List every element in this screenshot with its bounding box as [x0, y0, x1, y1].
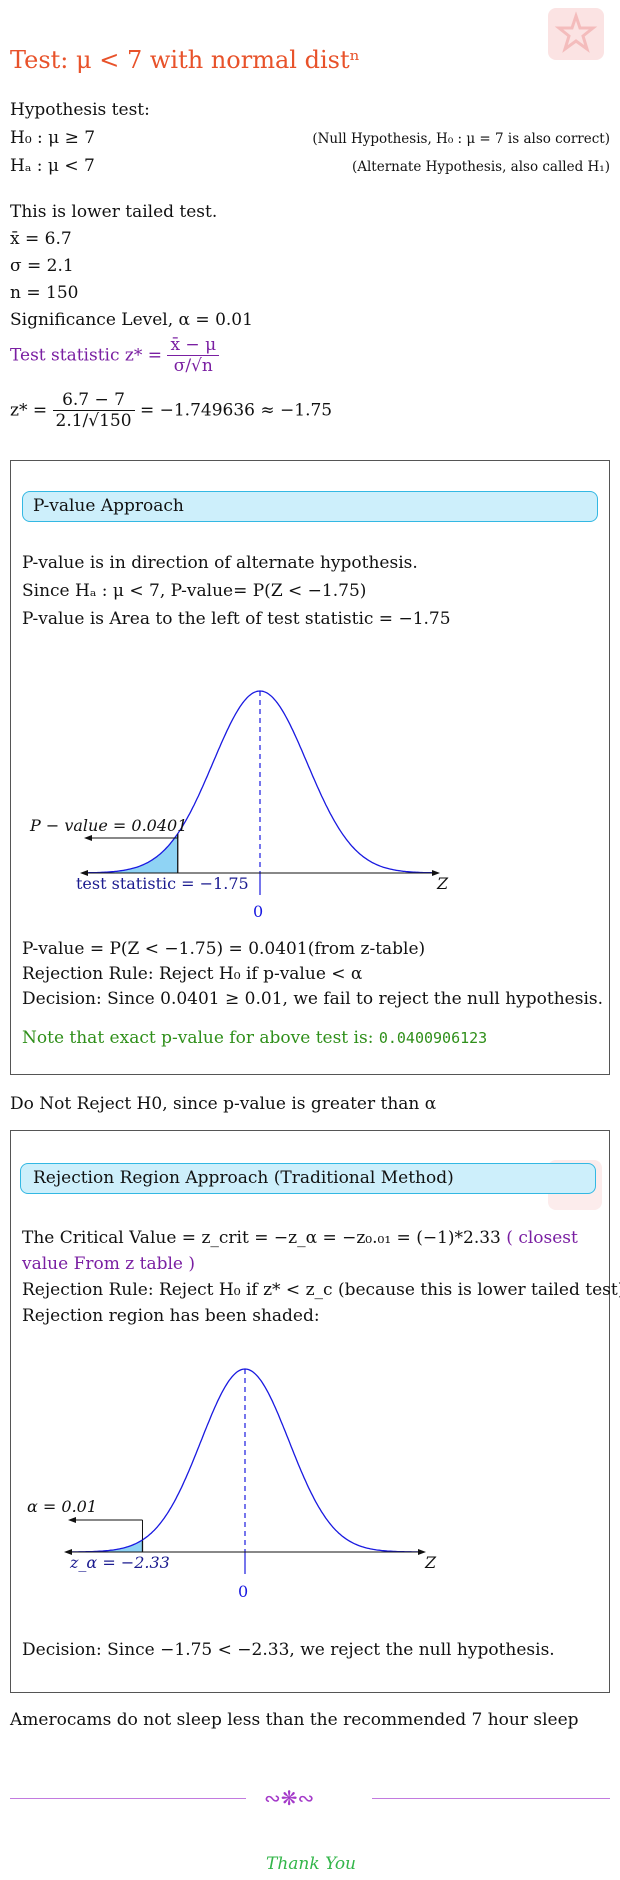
formula-fraction: x̄ − μ σ/√n [167, 335, 220, 376]
page-title: Test: μ < 7 with normal distⁿ [10, 46, 360, 74]
rejection-decision: Decision: Since −1.75 < −2.33, we reject… [22, 1640, 555, 1660]
exact-note-text: Note that exact p-value for above test i… [22, 1028, 374, 1048]
pvalue-shaded-area [88, 833, 178, 873]
rejection-graph-alpha-label: α = 0.01 [27, 1497, 97, 1516]
footer-divider-left [10, 1798, 246, 1799]
rejection-shaded-text: Rejection region has been shaded: [22, 1306, 320, 1326]
calc-rhs: = −1.749636 ≈ −1.75 [139, 400, 333, 421]
calc-fraction: 6.7 − 7 2.1/√150 [52, 390, 135, 431]
pvalue-normal-curve-graph: P − value = 0.0401 test statistic = −1.7… [29, 690, 449, 921]
critical-note-2: value From z table ) [22, 1254, 196, 1274]
pvalue-approach-header: P-value Approach [22, 491, 598, 522]
critical-value-line: The Critical Value = z_crit = −z_α = −z₀… [22, 1228, 578, 1248]
test-statistic-label: Test statistic z* = [10, 345, 163, 366]
sigma-value: σ = 2.1 [10, 256, 74, 276]
pvalue-graph-z-label: Z [436, 874, 449, 893]
xbar-value: x̄ = 6.7 [10, 229, 72, 249]
ha-note: (Alternate Hypothesis, also called H₁) [351, 159, 610, 175]
rejection-region-header: Rejection Region Approach (Traditional M… [20, 1163, 596, 1194]
calc-numerator: 6.7 − 7 [62, 390, 125, 410]
pvalue-approach-box [10, 460, 610, 1075]
tail-text: This is lower tailed test. [10, 202, 218, 222]
pvalue-decision: Decision: Since 0.0401 ≥ 0.01, we fail t… [22, 989, 604, 1009]
rejection-graph-z-alpha-label: z_α = −2.33 [69, 1553, 170, 1572]
pvalue-line-3: P-value is Area to the left of test stat… [22, 609, 451, 629]
pvalue-line-2: Since Hₐ : μ < 7, P-value= P(Z < −1.75) [22, 581, 367, 601]
ha-statement: Hₐ : μ < 7 [10, 156, 95, 176]
hypothesis-heading: Hypothesis test: [10, 100, 150, 120]
rejection-axis-right-arrow-icon [418, 1549, 426, 1555]
rejection-rule: Rejection Rule: Reject H₀ if z* < z_c (b… [22, 1280, 620, 1300]
pvalue-graph-label: P − value = 0.0401 [29, 816, 187, 835]
pvalue-result: P-value = P(Z < −1.75) = 0.0401(from z-t… [22, 939, 426, 959]
pvalue-axis-left-arrow-icon [80, 870, 88, 876]
pvalue-exact-note: Note that exact p-value for above test i… [22, 1028, 487, 1048]
h0-note: (Null Hypothesis, H₀ : μ = 7 is also cor… [312, 131, 610, 147]
critical-note-1: ( closest [506, 1228, 578, 1248]
pvalue-line-1: P-value is in direction of alternate hyp… [22, 553, 418, 573]
rejection-graph-z-label: Z [424, 1553, 437, 1572]
rejection-shaded-area [72, 1539, 143, 1552]
footer-divider-right [372, 1798, 610, 1799]
pvalue-label-arrowhead-icon [84, 835, 92, 841]
exact-pvalue: 0.0400906123 [378, 1029, 488, 1047]
conclusion-pvalue: Do Not Reject H0, since p-value is great… [10, 1094, 437, 1114]
critical-value-text: The Critical Value = z_crit = −z_α = −z₀… [22, 1228, 501, 1248]
alpha-value: Significance Level, α = 0.01 [10, 310, 253, 330]
calc-denominator: 2.1/√150 [52, 410, 135, 431]
rejection-region-box [10, 1130, 610, 1693]
calc-lhs: z* = [10, 400, 48, 421]
formula-numerator: x̄ − μ [170, 335, 217, 355]
pvalue-axis-right-arrow-icon [432, 870, 440, 876]
rejection-normal-curve-graph: α = 0.01 z_α = −2.33 0 Z [27, 1368, 437, 1601]
footer-ornament-icon: ∾❋∾ [264, 1786, 315, 1810]
rejection-label-arrowhead-icon [68, 1517, 76, 1523]
test-statistic-formula: Test statistic z* = x̄ − μ σ/√n [10, 335, 220, 376]
pvalue-graph-zero: 0 [253, 902, 263, 921]
h0-statement: H₀ : μ ≥ 7 [10, 128, 96, 148]
rejection-graph-zero: 0 [238, 1582, 248, 1601]
thank-you-text: Thank You [266, 1854, 357, 1874]
site-logo [548, 8, 604, 60]
pvalue-graph-stat-label: test statistic = −1.75 [76, 874, 249, 893]
test-statistic-calculation: z* = 6.7 − 7 2.1/√150 = −1.749636 ≈ −1.7… [10, 390, 332, 431]
formula-denominator: σ/√n [167, 355, 220, 376]
rejection-axis-left-arrow-icon [64, 1549, 72, 1555]
final-conclusion: Amerocams do not sleep less than the rec… [10, 1710, 579, 1730]
star-icon [554, 11, 598, 53]
pvalue-rejection-rule: Rejection Rule: Reject H₀ if p-value < α [22, 964, 363, 984]
n-value: n = 150 [10, 283, 79, 303]
